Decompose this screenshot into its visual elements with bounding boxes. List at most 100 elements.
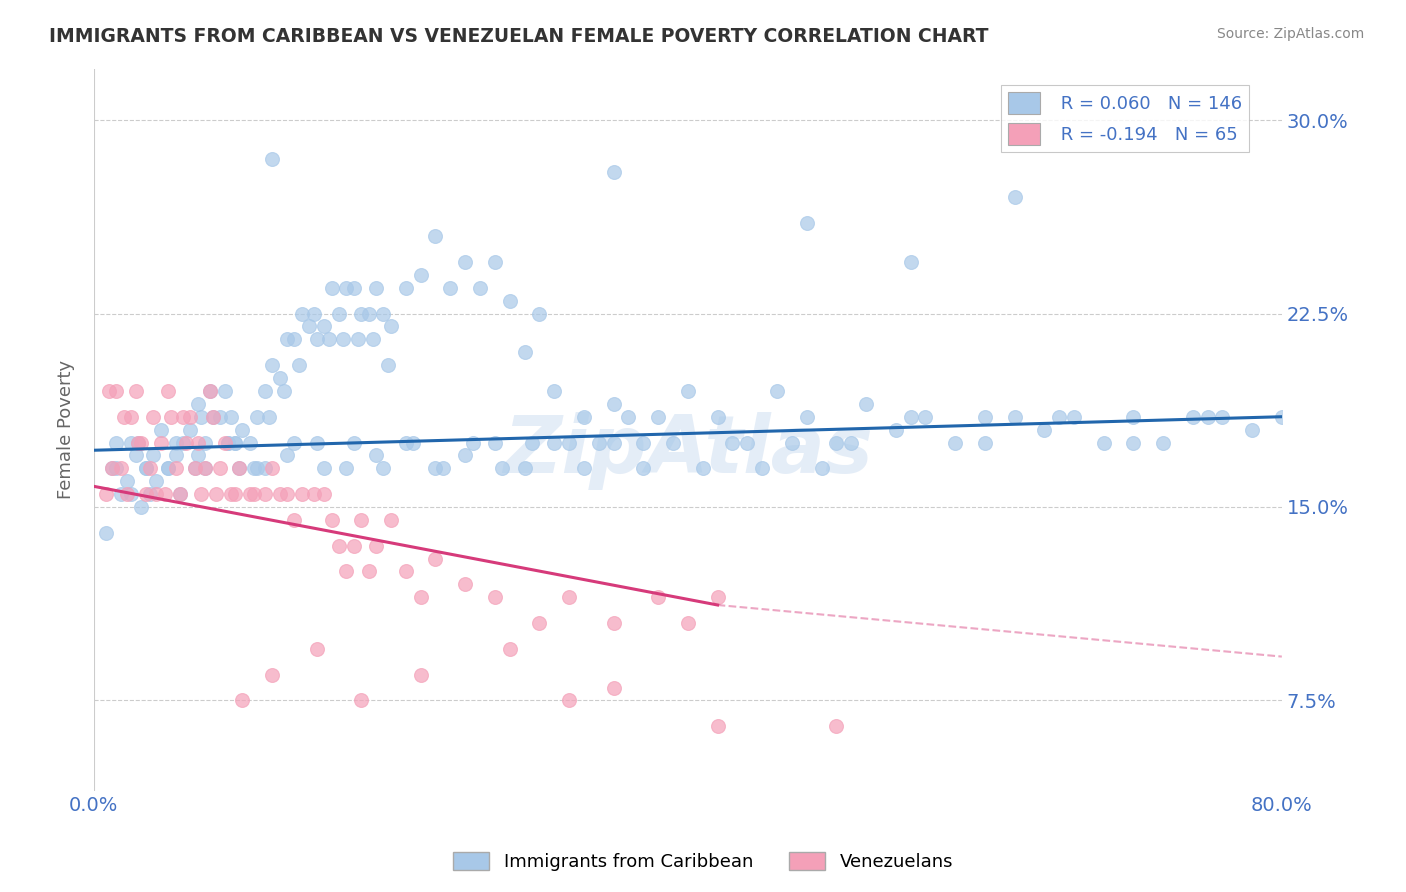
Point xyxy=(380,319,402,334)
Y-axis label: Female Poverty: Female Poverty xyxy=(58,360,75,500)
Point xyxy=(302,487,325,501)
Point xyxy=(184,461,207,475)
Point xyxy=(149,435,172,450)
Point xyxy=(135,487,157,501)
Point xyxy=(558,693,581,707)
Point xyxy=(298,319,321,334)
Point xyxy=(257,409,280,424)
Point xyxy=(276,449,298,463)
Point xyxy=(321,513,343,527)
Point xyxy=(461,435,484,450)
Point xyxy=(855,397,877,411)
Point xyxy=(454,449,477,463)
Point xyxy=(283,435,305,450)
Point xyxy=(373,461,395,475)
Point xyxy=(335,565,357,579)
Point xyxy=(706,591,728,605)
Point xyxy=(228,461,250,475)
Point xyxy=(914,409,936,424)
Point xyxy=(288,358,311,372)
Point xyxy=(425,551,447,566)
Point xyxy=(187,397,209,411)
Point xyxy=(198,384,221,398)
Point xyxy=(217,435,239,450)
Point xyxy=(157,384,180,398)
Point xyxy=(633,461,655,475)
Point xyxy=(239,487,262,501)
Point xyxy=(253,461,276,475)
Point xyxy=(179,409,201,424)
Legend:  R = 0.060   N = 146,  R = -0.194   N = 65: R = 0.060 N = 146, R = -0.194 N = 65 xyxy=(1001,85,1249,153)
Point xyxy=(139,487,162,501)
Point xyxy=(97,384,120,398)
Point xyxy=(335,461,357,475)
Point xyxy=(1122,435,1144,450)
Point xyxy=(796,409,818,424)
Point xyxy=(224,435,246,450)
Point xyxy=(120,409,142,424)
Point xyxy=(468,281,491,295)
Point xyxy=(588,435,610,450)
Point xyxy=(283,513,305,527)
Point xyxy=(1271,409,1294,424)
Point xyxy=(395,435,418,450)
Point xyxy=(172,409,194,424)
Point xyxy=(572,409,595,424)
Point xyxy=(110,461,132,475)
Point xyxy=(276,487,298,501)
Point xyxy=(328,539,350,553)
Point xyxy=(766,384,789,398)
Point xyxy=(402,435,425,450)
Point xyxy=(194,461,217,475)
Point xyxy=(165,435,187,450)
Point xyxy=(973,435,995,450)
Point xyxy=(839,435,862,450)
Point xyxy=(157,461,180,475)
Point xyxy=(520,435,543,450)
Point xyxy=(350,513,373,527)
Point xyxy=(558,591,581,605)
Point xyxy=(499,641,522,656)
Point xyxy=(131,500,153,514)
Point xyxy=(139,461,162,475)
Point xyxy=(120,487,142,501)
Point xyxy=(219,487,242,501)
Point xyxy=(165,449,187,463)
Point xyxy=(357,307,380,321)
Point xyxy=(120,435,142,450)
Point xyxy=(243,461,266,475)
Point xyxy=(543,384,565,398)
Point xyxy=(145,487,167,501)
Point xyxy=(529,307,551,321)
Point xyxy=(145,474,167,488)
Point xyxy=(194,461,217,475)
Point xyxy=(262,358,284,372)
Point xyxy=(305,641,328,656)
Point xyxy=(276,332,298,346)
Point xyxy=(124,384,146,398)
Point xyxy=(1152,435,1174,450)
Point xyxy=(633,435,655,450)
Point xyxy=(127,435,149,450)
Point xyxy=(253,487,276,501)
Point xyxy=(335,281,357,295)
Point xyxy=(127,435,149,450)
Point xyxy=(347,332,370,346)
Point xyxy=(231,693,253,707)
Point xyxy=(174,435,197,450)
Point xyxy=(231,423,253,437)
Point xyxy=(239,435,262,450)
Point xyxy=(499,293,522,308)
Point xyxy=(124,449,146,463)
Point xyxy=(142,409,165,424)
Point xyxy=(314,487,336,501)
Point xyxy=(291,487,314,501)
Point xyxy=(706,409,728,424)
Point xyxy=(676,384,699,398)
Point xyxy=(721,435,744,450)
Point xyxy=(198,384,221,398)
Point xyxy=(332,332,354,346)
Point xyxy=(105,384,128,398)
Point xyxy=(224,435,246,450)
Point xyxy=(395,565,418,579)
